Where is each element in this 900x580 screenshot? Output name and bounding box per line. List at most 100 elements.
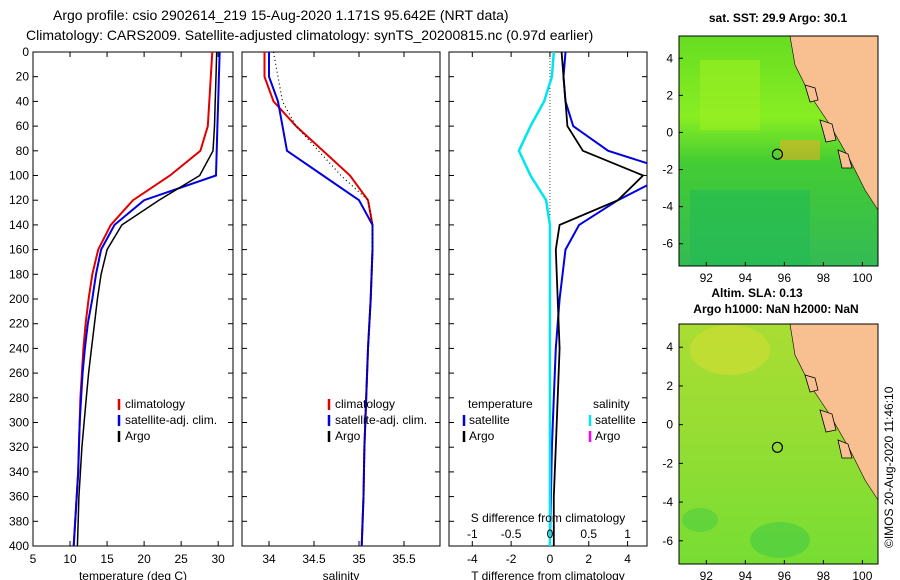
depth-tick-label: 100 (9, 169, 29, 183)
header-line-1: Argo profile: csio 2902614_219 15-Aug-20… (53, 7, 509, 23)
sst-island-2 (819, 119, 837, 143)
sla_map-xtick-label: 96 (778, 569, 792, 580)
depth-tick-label: 240 (9, 341, 29, 355)
sla_map-ytick-label: -4 (662, 495, 673, 509)
temperature-xlabel: temperature (deg C) (79, 569, 187, 580)
depth-tick-label: 140 (9, 218, 29, 232)
temperature-legend-label: Argo (125, 429, 151, 443)
sla-green-patch-2 (682, 508, 718, 532)
difference-xtick-label: -4 (467, 552, 478, 566)
salinity-xtick-label: 35.5 (392, 552, 416, 566)
sst-warm-patch (700, 60, 760, 130)
salinity-xtick-label: 34 (262, 552, 276, 566)
sst_map-ytick-label: 4 (666, 51, 673, 65)
sla_map-xtick-label: 98 (817, 569, 831, 580)
depth-tick-label: 300 (9, 416, 29, 430)
temperature-xtick-label: 15 (100, 552, 114, 566)
sst_map-ytick-label: 0 (666, 125, 673, 139)
depth-tick-label: 220 (9, 317, 29, 331)
diff-legend-label-sal: Argo (595, 429, 621, 443)
depth-tick-label: 260 (9, 366, 29, 380)
salinity-satellite-line (517, 52, 556, 546)
sla-map: Argo h1000: NaN h2000: NaN 92 94 96 98 100 4 2… (662, 302, 879, 580)
difference-xlabel: T difference from climatology (471, 569, 625, 580)
salinity-legend-label: satellite-adj. clim. (335, 413, 427, 427)
argo-line (272, 52, 374, 546)
diff-top-tick-label: 0.5 (580, 527, 597, 541)
temperature-frame (32, 51, 234, 547)
temperature-xtick-label: 5 (30, 552, 37, 566)
salinity-xlabel: salinity (323, 569, 360, 580)
temperature-satellite-line (548, 52, 647, 546)
sst_map-xtick-label: 100 (852, 271, 872, 285)
temperature-legend-label: satellite-adj. clim. (125, 413, 217, 427)
salinity-panel: 34 34.5 35 35.5 salinity climatology satellite… (241, 51, 441, 580)
difference-panel: -4 -2 0 2 4 T difference from climatology temp… (448, 51, 648, 580)
diff-top-axis-label: S difference from climatology (471, 511, 626, 525)
sla-argo-marker (771, 441, 784, 453)
sla_map-xtick-label: 100 (852, 569, 872, 580)
sla_map-ytick-label: -6 (662, 534, 673, 548)
satellite-adj-clim--line (72, 52, 221, 546)
depth-tick-label: 40 (16, 94, 30, 108)
sla_map-ytick-label: 4 (666, 340, 673, 354)
depth-tick-label: 380 (9, 514, 29, 528)
difference-xtick-label: 0 (547, 552, 554, 566)
sst_map-ytick-label: -2 (662, 163, 673, 177)
temperature-argo-line (552, 52, 645, 546)
diff-top-tick-label: 1 (624, 527, 631, 541)
depth-tick-label: 180 (9, 267, 29, 281)
depth-tick-label: 0 (22, 45, 29, 59)
temperature-legend-label: climatology (125, 397, 185, 411)
depth-tick-label: 280 (9, 391, 29, 405)
sla-warm-patch (690, 325, 770, 375)
temperature-xtick-label: 30 (212, 552, 226, 566)
diff-top-tick-label: 0 (547, 527, 554, 541)
sst-map-title: sat. SST: 29.9 Argo: 30.1 (709, 11, 848, 25)
header-line-2: Climatology: CARS2009. Satellite-adjuste… (26, 27, 593, 43)
sst_map-xtick-label: 98 (817, 271, 831, 285)
sla_map-ytick-label: -2 (662, 456, 673, 470)
diff-top-tick-label: -0.5 (501, 527, 522, 541)
sla_map-ytick-label: 0 (666, 418, 673, 432)
salinity-series-group (263, 52, 374, 546)
difference-frame (448, 51, 648, 547)
depth-tick-label: 400 (9, 539, 29, 553)
salinity-xtick-label: 35 (352, 552, 366, 566)
sst-map-frame (678, 35, 879, 267)
sla-island-3 (837, 439, 853, 459)
sst-island-1 (804, 84, 819, 103)
sla-map-frame (678, 323, 879, 565)
altim-sla-label: Altim. SLA: 0.13 (711, 286, 803, 300)
difference-series-group (517, 52, 647, 546)
temperature-series-group (72, 52, 221, 546)
sst_map-xtick-label: 96 (778, 271, 792, 285)
sla-island-2 (819, 409, 837, 433)
depth-tick-label: 60 (16, 119, 30, 133)
sst-argo-marker (771, 148, 784, 160)
depth-tick-label: 340 (9, 465, 29, 479)
imos-stamp: ©IMOS 20-Aug-2020 11:46:10 (882, 386, 896, 548)
temperature-xtick-label: 25 (174, 552, 188, 566)
depth-tick-label: 80 (16, 144, 30, 158)
diff-legend-label-temp: satellite (469, 413, 510, 427)
diff-legend-temp-title: temperature (468, 397, 533, 411)
sla-green-patch (750, 522, 810, 558)
sst-map: sat. SST: 29.9 Argo: 30.1 92 94 96 98 100 4 2 0… (662, 11, 879, 285)
sst_map-ytick-label: 2 (666, 88, 673, 102)
salinity-legend-label: Argo (335, 429, 361, 443)
depth-tick-label: 200 (9, 292, 29, 306)
diff-legend-label-temp: Argo (469, 429, 495, 443)
sst-cool-patch (690, 190, 810, 266)
depth-tick-label: 320 (9, 440, 29, 454)
salinity-xtick-label: 34.5 (302, 552, 326, 566)
sst_map-ytick-label: -6 (662, 237, 673, 251)
temperature-xtick-label: 20 (137, 552, 151, 566)
depth-tick-label: 20 (16, 70, 30, 84)
diff-legend-label-sal: satellite (595, 413, 636, 427)
sla_map-xtick-label: 94 (739, 569, 753, 580)
temperature-xtick-label: 10 (63, 552, 77, 566)
sst_map-ytick-label: -4 (662, 200, 673, 214)
difference-xtick-label: 2 (585, 552, 592, 566)
